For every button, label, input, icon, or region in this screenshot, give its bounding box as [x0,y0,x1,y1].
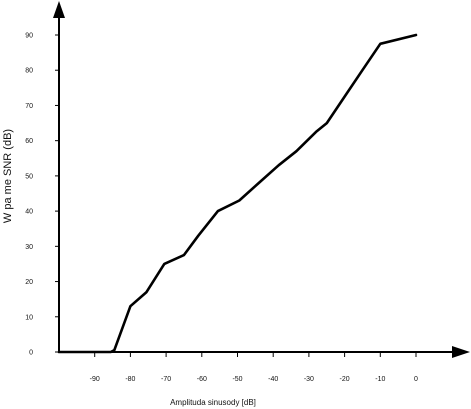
x-tick-label: -60 [197,376,207,383]
series-line-1 [57,33,418,354]
y-axis-title: W pa me SNR (dB) [2,129,14,223]
y-tick-label: 40 [25,209,33,216]
y-tick-label: 30 [25,244,33,251]
x-tick-label: -30 [304,376,314,383]
x-axis-title: Amplituda sinusody [dB] [170,398,256,407]
x-axis-arrowhead [452,346,470,358]
x-tick-label: -70 [161,376,171,383]
y-tick-label: 0 [29,350,33,357]
y-tick-label: 70 [25,103,33,110]
y-axis-arrowhead [53,1,65,18]
y-tick-label: 20 [25,279,33,286]
x-tick-label: -80 [125,376,135,383]
y-tick-label: 80 [25,68,33,75]
x-tick-label: -50 [232,376,242,383]
x-tick-label: -90 [90,376,100,383]
x-tick-label: -40 [268,376,278,383]
y-tick-label: 50 [25,173,33,180]
x-tick-label: -10 [375,376,385,383]
y-tick-label: 10 [25,314,33,321]
x-tick-label: 0 [414,376,418,383]
x-tick-label: -20 [340,376,350,383]
y-tick-label: 60 [25,138,33,145]
y-tick-label: 90 [25,33,33,40]
